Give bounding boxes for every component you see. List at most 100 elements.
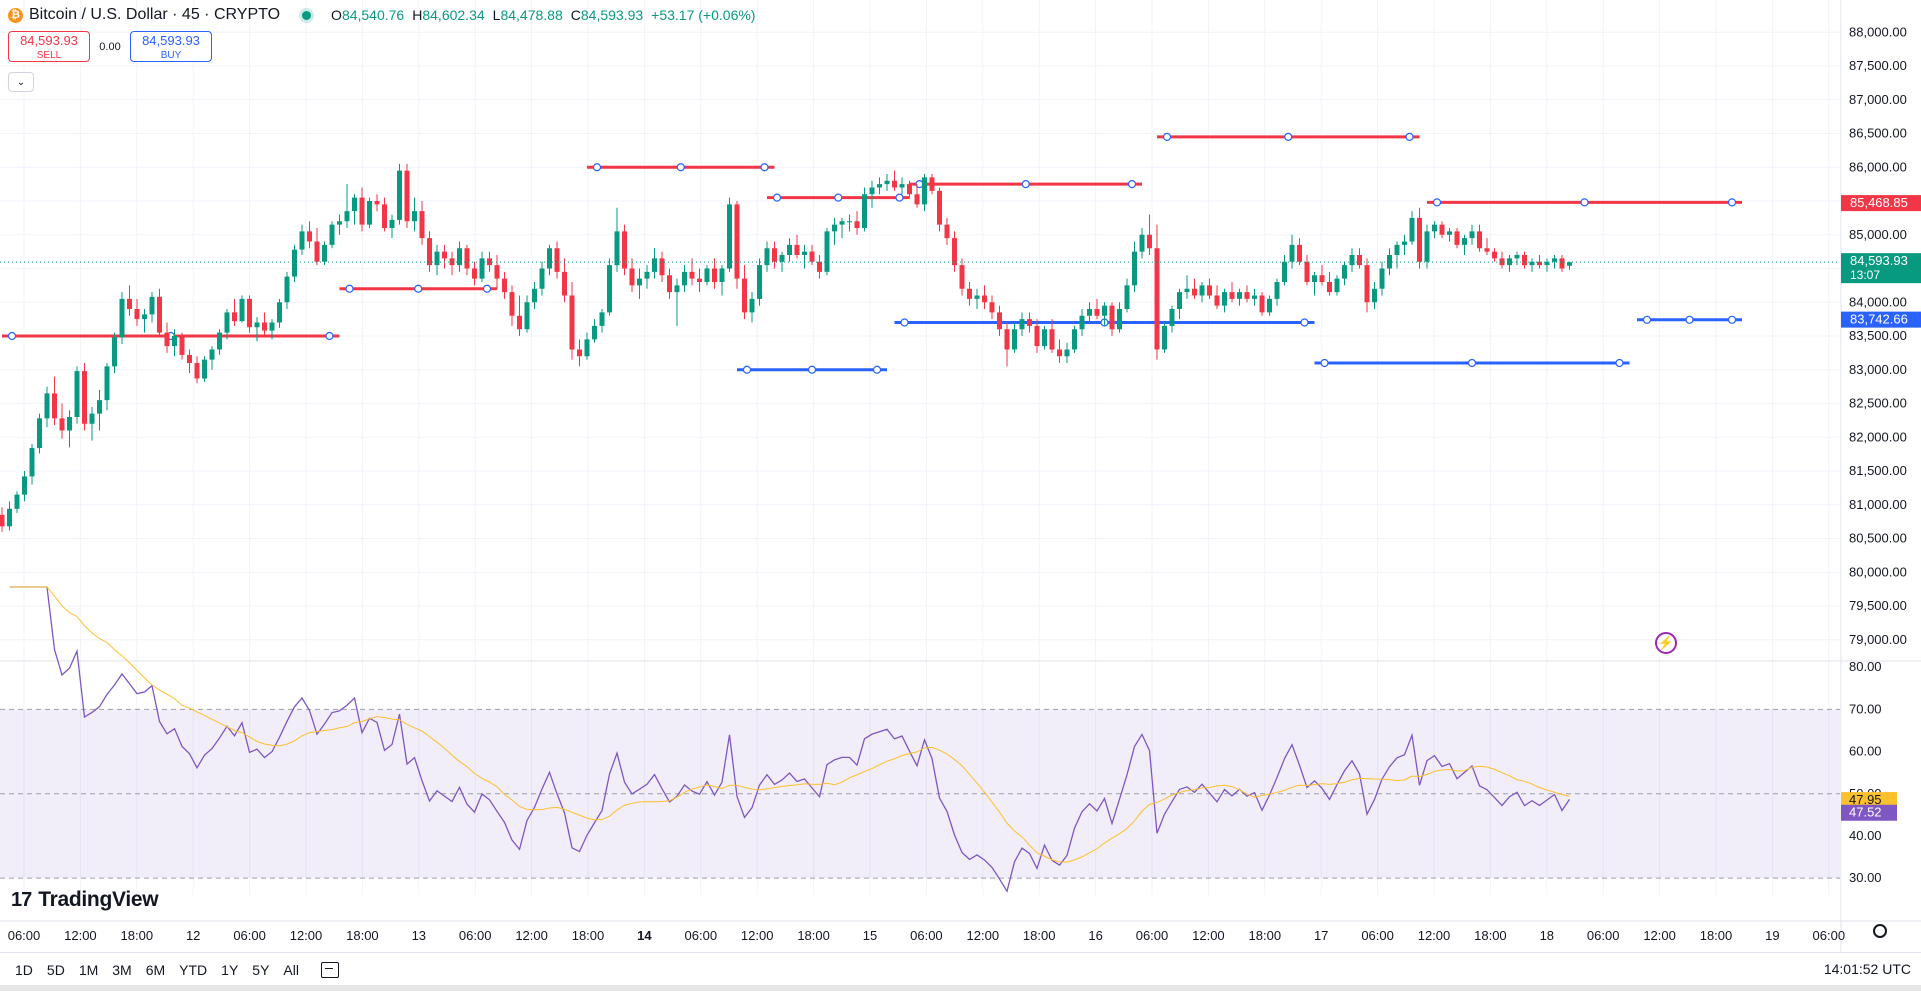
candle-body[interactable]	[1139, 234, 1145, 252]
candle-body[interactable]	[44, 393, 50, 419]
candle-body[interactable]	[164, 332, 170, 347]
candle-body[interactable]	[1417, 217, 1422, 262]
candle-body[interactable]	[592, 325, 597, 340]
candle-body[interactable]	[239, 298, 245, 322]
candle-body[interactable]	[479, 258, 485, 279]
candle-body[interactable]	[472, 268, 477, 279]
level-handle[interactable]	[1127, 180, 1137, 189]
level-handle[interactable]	[900, 318, 909, 327]
candle-body[interactable]	[292, 249, 297, 277]
candle-body[interactable]	[1072, 329, 1077, 350]
candle-body[interactable]	[307, 231, 312, 242]
candle-body[interactable]	[952, 238, 957, 266]
candle-body[interactable]	[569, 295, 575, 350]
candle-body[interactable]	[299, 231, 305, 250]
candle-body[interactable]	[314, 241, 320, 262]
candle-body[interactable]	[7, 508, 12, 527]
candle-body[interactable]	[959, 265, 965, 289]
level-handle[interactable]	[834, 193, 843, 202]
candle-body[interactable]	[1552, 258, 1557, 262]
candle-body[interactable]	[832, 224, 837, 232]
candle-body[interactable]	[1364, 265, 1370, 303]
candle-body[interactable]	[719, 268, 725, 283]
candle-body[interactable]	[764, 248, 770, 266]
candle-body[interactable]	[1522, 255, 1527, 266]
candle-body[interactable]	[772, 248, 777, 262]
candle-body[interactable]	[989, 302, 995, 313]
candle-body[interactable]	[202, 359, 207, 379]
candle-body[interactable]	[1469, 231, 1475, 239]
level-handle[interactable]	[592, 163, 602, 172]
candle-body[interactable]	[352, 197, 357, 212]
candle-body[interactable]	[1229, 292, 1235, 299]
candle-body[interactable]	[194, 363, 200, 379]
candle-body[interactable]	[599, 312, 605, 326]
candle-body[interactable]	[1484, 248, 1490, 252]
candle-body[interactable]	[1274, 282, 1280, 299]
range-1y[interactable]: 1Y	[221, 961, 239, 978]
candle-body[interactable]	[104, 366, 110, 401]
candle-body[interactable]	[622, 231, 627, 269]
level-handle[interactable]	[1580, 198, 1589, 207]
candle-body[interactable]	[1297, 244, 1302, 262]
candle-body[interactable]	[262, 322, 267, 331]
level-handle[interactable]	[895, 193, 904, 202]
candle-body[interactable]	[359, 197, 365, 225]
range-1m[interactable]: 1M	[78, 961, 99, 978]
candle-body[interactable]	[539, 268, 545, 289]
range-all[interactable]: All	[283, 961, 299, 978]
candle-body[interactable]	[1282, 261, 1287, 282]
candle-body[interactable]	[577, 349, 582, 357]
candle-body[interactable]	[209, 349, 215, 360]
candle-body[interactable]	[1064, 349, 1070, 357]
candle-body[interactable]	[607, 265, 612, 313]
candle-body[interactable]	[427, 238, 432, 266]
candle-body[interactable]	[1214, 295, 1220, 306]
candle-body[interactable]	[757, 265, 762, 299]
candle-body[interactable]	[922, 177, 927, 205]
candle-body[interactable]	[277, 302, 282, 323]
candle-body[interactable]	[1379, 268, 1385, 289]
level-handle[interactable]	[7, 331, 17, 341]
candle-body[interactable]	[667, 275, 672, 293]
candle-body[interactable]	[712, 268, 717, 283]
candle-body[interactable]	[749, 298, 755, 313]
candle-body[interactable]	[457, 248, 462, 266]
candle-body[interactable]	[254, 322, 260, 328]
candle-body[interactable]	[172, 336, 177, 347]
candle-body[interactable]	[157, 296, 162, 333]
level-handle[interactable]	[1021, 180, 1030, 189]
candle-body[interactable]	[547, 248, 552, 269]
level-handle[interactable]	[1727, 198, 1737, 207]
candle-body[interactable]	[877, 184, 882, 188]
candle-body[interactable]	[1192, 288, 1197, 296]
candle-body[interactable]	[112, 337, 117, 367]
candle-body[interactable]	[14, 494, 20, 509]
candle-body[interactable]	[532, 288, 537, 303]
level-handle[interactable]	[676, 163, 685, 172]
candle-body[interactable]	[1102, 305, 1107, 316]
candle-body[interactable]	[1454, 231, 1460, 245]
candle-body[interactable]	[824, 231, 830, 272]
candle-body[interactable]	[374, 201, 380, 205]
candle-body[interactable]	[1019, 319, 1025, 330]
candle-body[interactable]	[929, 177, 935, 191]
level-handle[interactable]	[1727, 315, 1737, 324]
candle-body[interactable]	[742, 278, 747, 313]
level-handle[interactable]	[872, 365, 882, 374]
candle-body[interactable]	[524, 302, 530, 330]
candle-body[interactable]	[1109, 305, 1115, 330]
candle-body[interactable]	[659, 258, 665, 276]
candle-body[interactable]	[817, 261, 822, 272]
candle-body[interactable]	[1117, 309, 1122, 330]
sell-button[interactable]: 84,593.93 SELL	[8, 31, 90, 62]
candle-body[interactable]	[1514, 255, 1520, 259]
candle-body[interactable]	[337, 221, 342, 225]
candle-body[interactable]	[937, 190, 942, 225]
candle-body[interactable]	[247, 298, 252, 328]
candle-body[interactable]	[779, 255, 785, 262]
candle-body[interactable]	[584, 339, 590, 357]
candle-body[interactable]	[82, 371, 87, 424]
candle-body[interactable]	[967, 288, 972, 299]
candle-body[interactable]	[487, 258, 492, 266]
